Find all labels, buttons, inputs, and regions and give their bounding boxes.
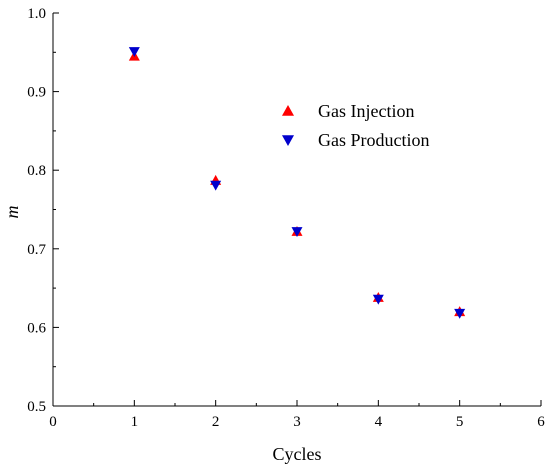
axes (52, 13, 541, 407)
gas-production-point (128, 47, 140, 58)
x-tick-label: 0 (49, 414, 57, 430)
x-tick-label: 1 (131, 414, 139, 430)
y-axis-title: m (2, 206, 22, 219)
legend-marker-gas-production (282, 135, 294, 146)
x-tick-label: 4 (375, 414, 383, 430)
y-tick-label: 1.0 (27, 6, 46, 22)
legend-label-gas-production: Gas Production (318, 130, 430, 150)
gas-production-point (210, 180, 222, 191)
legend-label-gas-injection: Gas Injection (318, 101, 414, 121)
legend: Gas Injection Gas Production (282, 101, 430, 150)
x-tick-label: 3 (293, 414, 301, 430)
y-tick-label: 0.7 (27, 242, 46, 258)
x-tick-label: 6 (537, 414, 545, 430)
data-points (128, 47, 466, 319)
axis-ticks: 0 1 2 3 4 5 6 0.5 0.6 0.7 0.8 0.9 1.0 (27, 6, 545, 430)
y-tick-label: 0.9 (27, 85, 46, 101)
y-tick-label: 0.6 (27, 320, 46, 336)
legend-marker-gas-injection (282, 105, 294, 116)
gas-production-point (291, 227, 303, 238)
y-tick-label: 0.8 (27, 163, 46, 179)
gas-production-point (372, 294, 384, 305)
y-tick-label: 0.5 (27, 399, 46, 415)
x-tick-label: 5 (456, 414, 464, 430)
gas-production-point (454, 308, 466, 319)
x-axis-title: Cycles (273, 444, 322, 464)
x-tick-label: 2 (212, 414, 220, 430)
